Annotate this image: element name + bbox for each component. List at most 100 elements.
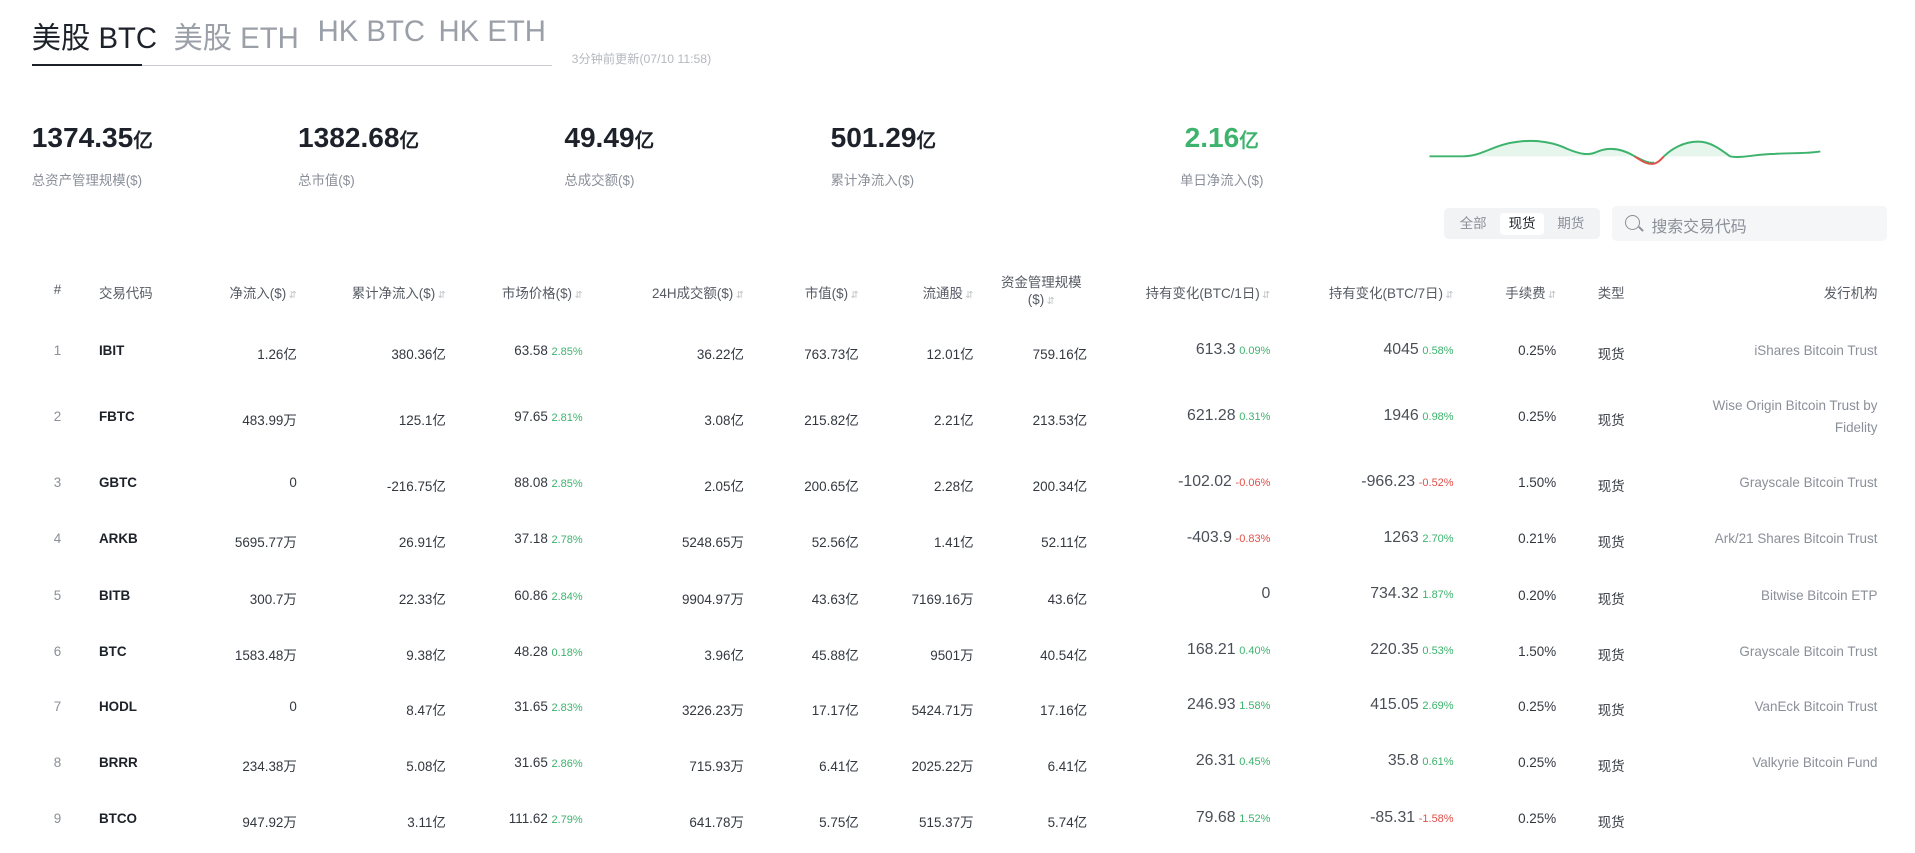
header-label: # [53, 282, 62, 298]
holding-value: 26.31 [1195, 752, 1236, 770]
col-cumulative-inflow-header[interactable]: 累计净流入($) ⇵ [318, 282, 446, 302]
ticker-code: GBTC [98, 475, 137, 491]
aum: 52.11亿 [1041, 535, 1088, 551]
tab-hk-btc[interactable]: HK BTC [317, 14, 426, 48]
change-percent: 1.52% [1239, 812, 1271, 825]
market-cap: 52.56亿 [811, 535, 859, 551]
header-label: 净流入($) [229, 286, 287, 302]
market-price: 31.65 2.86% [464, 755, 582, 770]
holding-change-1d: 613.3 0.09% [1118, 341, 1271, 359]
ticker-code: ARKB [98, 531, 138, 547]
stat-value: 501.29 [830, 122, 917, 154]
sort-icon[interactable]: ⇵ [288, 290, 297, 302]
filter-futures[interactable]: 期货 [1557, 215, 1585, 231]
col-fee-header[interactable]: 手续费 ⇵ [1484, 282, 1556, 302]
holding-change-7d: -966.23 -0.52% [1295, 473, 1453, 491]
volume-24h: 36.22亿 [696, 347, 744, 363]
market-price: 97.65 2.81% [464, 409, 582, 424]
filter-spot[interactable]: 现货 [1500, 212, 1544, 235]
tab-us-btc[interactable]: 美股 BTC [31, 21, 158, 55]
sort-icon[interactable]: ⇵ [437, 290, 446, 302]
stat-unit: 亿 [399, 130, 420, 153]
col-24h-volume-header[interactable]: 24H成交额($) ⇵ [605, 282, 744, 302]
holding-value: 621.28 [1187, 406, 1236, 424]
shares-outstanding: 1.41亿 [933, 535, 974, 551]
price-value: 111.62 [508, 811, 548, 827]
sort-icon[interactable]: ⇵ [1547, 290, 1557, 302]
holding-change-7d: 734.32 1.87% [1295, 585, 1453, 603]
ticker-code: BRRR [98, 754, 138, 770]
sort-icon[interactable]: ⇵ [1262, 290, 1271, 302]
sort-icon[interactable]: ⇵ [574, 290, 583, 302]
market-cap: 17.17亿 [811, 702, 859, 718]
holding-value: 246.93 [1187, 696, 1236, 714]
holding-value: 0 [1261, 585, 1271, 603]
aum: 200.34亿 [1032, 479, 1088, 495]
issuer: Bitwise Bitcoin ETP [1761, 587, 1878, 603]
price-value: 48.28 [514, 643, 548, 659]
sort-icon[interactable]: ⇵ [1046, 295, 1055, 307]
col-price-header[interactable]: 市场价格($) ⇵ [464, 282, 583, 302]
row-index: 7 [53, 698, 62, 714]
sort-icon[interactable]: ⇵ [1445, 290, 1454, 302]
aum: 17.16亿 [1040, 702, 1088, 718]
sort-icon[interactable]: ⇵ [965, 290, 974, 302]
sort-icon[interactable]: ⇵ [735, 290, 744, 302]
sort-icon[interactable]: ⇵ [850, 290, 859, 302]
ticker-code: BITB [98, 587, 131, 603]
net-inflow: 1583.48万 [234, 647, 297, 663]
change-percent: 0.45% [1239, 756, 1271, 769]
shares-outstanding: 9501万 [930, 647, 974, 663]
stat-label: 总成交额($) [564, 172, 635, 188]
holding-change-7d: -85.31 -1.58% [1295, 809, 1453, 827]
col-shares-header[interactable]: 流通股 ⇵ [879, 282, 974, 302]
market-cap: 215.82亿 [804, 413, 859, 429]
change-percent: 2.81% [551, 412, 583, 425]
col-holding-change-1d-header[interactable]: 持有变化(BTC/1日) ⇵ [1118, 282, 1271, 302]
net-inflow: 947.92万 [242, 815, 297, 831]
market-price: 60.86 2.84% [464, 588, 582, 603]
fee: 0.25% [1518, 754, 1557, 770]
col-code-header: 交易代码 [99, 282, 172, 302]
type-filter: 全部 现货 期货 [1443, 207, 1601, 240]
header-label: 交易代码 [98, 286, 153, 302]
fee: 0.21% [1518, 531, 1557, 547]
issuer: Wise Origin Bitcoin Trust by [1712, 398, 1878, 414]
holding-change-1d: 621.28 0.31% [1118, 406, 1270, 425]
etf-type: 现货 [1597, 647, 1625, 663]
ticker-code: BTCO [98, 811, 137, 827]
fee: 0.25% [1518, 409, 1557, 425]
volume-24h: 5248.65万 [681, 535, 744, 551]
stat-total-volume: 49.49亿 总成交额($) [564, 122, 654, 188]
change-percent: 0.53% [1422, 645, 1454, 658]
col-aum-header[interactable]: 资金管理规模($) ⇵ [996, 274, 1088, 310]
stat-value: 49.49 [564, 122, 635, 154]
market-price: 88.08 2.85% [464, 475, 582, 490]
holding-value: 4045 [1383, 340, 1419, 358]
col-holding-change-7d-header[interactable]: 持有变化(BTC/7日) ⇵ [1295, 282, 1454, 302]
cumulative-inflow: 8.47亿 [406, 702, 446, 718]
price-value: 88.08 [514, 475, 548, 491]
change-percent: 1.58% [1239, 700, 1271, 713]
search-icon [1624, 214, 1640, 231]
col-type-header: 类型 [1598, 282, 1647, 302]
holding-change-1d: 26.31 0.45% [1118, 752, 1271, 770]
tab-hk-eth[interactable]: HK ETH [438, 14, 546, 48]
issuer: Grayscale Bitcoin Trust [1739, 475, 1878, 491]
aum: 43.6亿 [1047, 591, 1088, 607]
fee: 1.50% [1518, 643, 1557, 659]
search-input[interactable]: 搜索交易代码 [1612, 206, 1888, 241]
etf-type: 现货 [1597, 591, 1625, 607]
tab-us-eth[interactable]: 美股 ETH [173, 21, 299, 55]
filter-all[interactable]: 全部 [1459, 215, 1487, 231]
stat-unit: 亿 [133, 130, 153, 153]
col-market-cap-header[interactable]: 市值($) ⇵ [763, 282, 859, 302]
stat-value: 2.16 [1184, 122, 1240, 154]
holding-change-1d: -403.9 -0.83% [1118, 529, 1271, 547]
market-cap: 45.88亿 [811, 647, 859, 663]
search-placeholder: 搜索交易代码 [1651, 218, 1747, 236]
col-net-inflow-header[interactable]: 净流入($) ⇵ [183, 282, 297, 302]
change-percent: -0.83% [1235, 532, 1271, 545]
header-label: 24H成交额($) [651, 286, 734, 302]
change-percent: 2.86% [551, 757, 583, 770]
